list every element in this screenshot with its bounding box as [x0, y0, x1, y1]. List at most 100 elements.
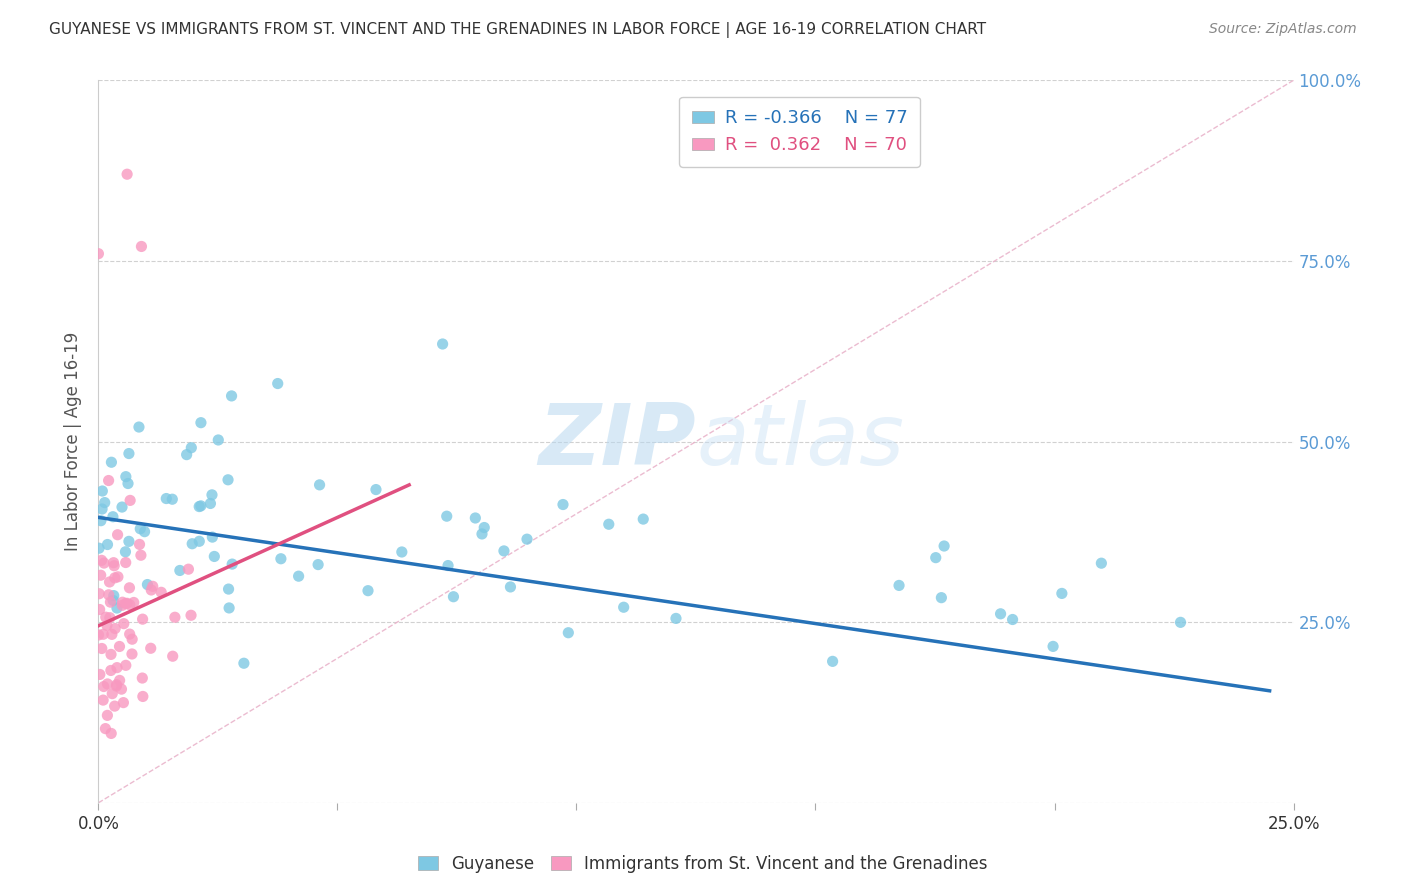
Point	[163, 610, 186, 624]
Text: atlas: atlas	[696, 400, 904, 483]
Text: GUYANESE VS IMMIGRANTS FROM ST. VINCENT AND THE GRENADINES IN LABOR FORCE | AGE : GUYANESE VS IMMIGRANTS FROM ST. VINCENT …	[49, 22, 987, 38]
Legend: Guyanese, Immigrants from St. Vincent and the Grenadines: Guyanese, Immigrants from St. Vincent an…	[412, 848, 994, 880]
Point	[87, 246, 110, 260]
Point	[142, 579, 165, 593]
Point	[436, 509, 458, 524]
Point	[207, 433, 229, 447]
Point	[202, 549, 225, 564]
Point	[155, 491, 177, 506]
Point	[105, 660, 128, 674]
Point	[190, 416, 212, 430]
Point	[464, 511, 486, 525]
Point	[613, 600, 636, 615]
Point	[120, 493, 142, 508]
Point	[100, 664, 122, 678]
Point	[114, 597, 136, 611]
Point	[114, 556, 136, 570]
Point	[112, 696, 135, 710]
Point	[821, 654, 844, 668]
Point	[114, 658, 136, 673]
Point	[111, 599, 134, 613]
Point	[932, 539, 955, 553]
Point	[665, 611, 688, 625]
Point	[557, 625, 579, 640]
Point	[887, 578, 910, 592]
Point	[91, 693, 114, 707]
Y-axis label: In Labor Force | Age 16-19: In Labor Force | Age 16-19	[65, 332, 83, 551]
Point	[267, 376, 290, 391]
Point	[107, 570, 129, 584]
Point	[218, 601, 240, 615]
Point	[598, 517, 620, 532]
Point	[287, 569, 309, 583]
Point	[471, 527, 494, 541]
Point	[141, 582, 163, 597]
Point	[990, 607, 1012, 621]
Point	[134, 524, 156, 539]
Point	[136, 577, 159, 591]
Point	[93, 680, 115, 694]
Point	[94, 722, 117, 736]
Point	[516, 532, 538, 546]
Point	[104, 699, 127, 714]
Point	[115, 596, 138, 610]
Point	[162, 492, 184, 507]
Point	[101, 509, 124, 524]
Point	[118, 534, 141, 549]
Point	[110, 682, 132, 697]
Point	[131, 239, 153, 253]
Point	[443, 590, 465, 604]
Point	[357, 583, 380, 598]
Point	[139, 641, 162, 656]
Point	[103, 558, 125, 573]
Point	[118, 446, 141, 460]
Point	[96, 537, 118, 551]
Point	[437, 558, 460, 573]
Point	[93, 556, 115, 570]
Point	[1090, 556, 1112, 570]
Point	[96, 618, 118, 632]
Point	[93, 495, 115, 509]
Point	[217, 473, 239, 487]
Point	[105, 678, 128, 692]
Point	[432, 337, 454, 351]
Point	[97, 588, 120, 602]
Point	[90, 568, 112, 582]
Point	[89, 587, 111, 601]
Point	[176, 448, 198, 462]
Point	[121, 647, 143, 661]
Point	[121, 632, 143, 647]
Point	[232, 657, 254, 671]
Point	[132, 690, 155, 704]
Point	[112, 616, 135, 631]
Point	[111, 500, 134, 514]
Point	[131, 671, 153, 685]
Point	[162, 649, 184, 664]
Point	[89, 667, 111, 681]
Point	[97, 474, 120, 488]
Point	[100, 726, 122, 740]
Point	[201, 488, 224, 502]
Point	[150, 585, 173, 599]
Point	[492, 544, 515, 558]
Point	[122, 595, 145, 609]
Point	[111, 595, 134, 609]
Point	[181, 537, 204, 551]
Point	[91, 483, 114, 498]
Point	[180, 441, 202, 455]
Point	[188, 534, 211, 549]
Point	[98, 610, 121, 624]
Point	[87, 628, 110, 642]
Point	[180, 608, 202, 623]
Point	[307, 558, 329, 572]
Point	[103, 589, 125, 603]
Point	[128, 420, 150, 434]
Point	[101, 593, 124, 607]
Point	[129, 522, 152, 536]
Point	[94, 610, 117, 624]
Point	[308, 478, 330, 492]
Point	[90, 641, 112, 656]
Point	[105, 601, 128, 615]
Point	[1042, 640, 1064, 654]
Point	[115, 469, 138, 483]
